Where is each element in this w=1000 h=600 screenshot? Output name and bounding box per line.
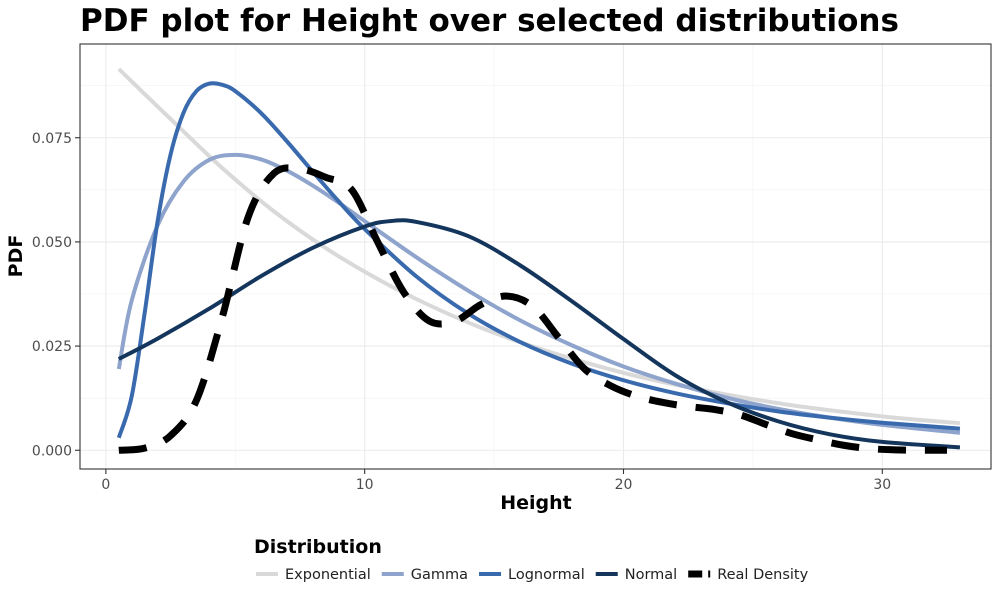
x-axis-title: Height (500, 492, 572, 514)
x-axis: 0 10 20 30 (101, 469, 891, 493)
legend-title: Distribution (254, 536, 382, 558)
series-line-exponential (117, 67, 961, 426)
chart-title: PDF plot for Height over selected distri… (80, 3, 899, 39)
x-tick-label: 10 (356, 477, 374, 493)
legend-label-lognormal: Lognormal (508, 567, 585, 583)
x-tick-label: 30 (873, 477, 891, 493)
series-line-lognormal (116, 81, 961, 439)
legend-label-normal: Normal (625, 567, 677, 583)
legend-label-real-density: Real Density (717, 567, 808, 583)
legend-label-exponential: Exponential (285, 567, 371, 583)
series-layer (116, 67, 961, 454)
series-line-gamma (116, 152, 961, 435)
y-axis-title: PDF (5, 235, 27, 278)
legend-label-gamma: Gamma (411, 567, 468, 583)
grid-minor-lines (80, 44, 991, 469)
series-line-normal (117, 218, 961, 450)
y-axis: 0.000 0.025 0.050 0.075 (32, 131, 80, 459)
x-tick-label: 20 (615, 477, 633, 493)
y-tick-label: 0.025 (32, 339, 72, 355)
y-tick-label: 0.050 (32, 235, 72, 251)
y-tick-label: 0.000 (32, 443, 72, 459)
y-tick-label: 0.075 (32, 131, 72, 147)
series-line-real-density (118, 164, 948, 454)
plot-panel-border (79, 43, 992, 470)
grid-major-lines (80, 44, 991, 469)
legend: Exponential Gamma Lognormal Normal Real Dens… (256, 567, 809, 583)
x-tick-label: 0 (101, 477, 110, 493)
